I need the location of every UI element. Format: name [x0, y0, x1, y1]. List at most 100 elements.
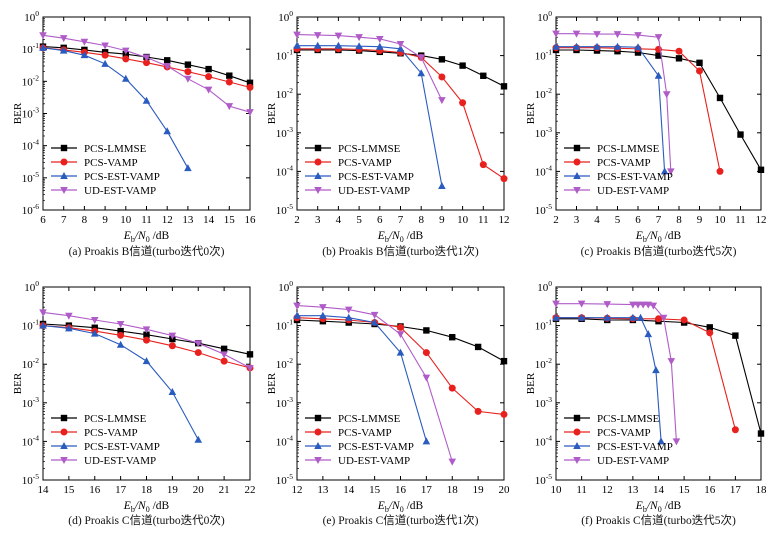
legend-label: PCS-EST-VAMP — [84, 441, 160, 453]
legend-label: PCS-VAMP — [338, 157, 392, 169]
data-point-pcs-est-vamp — [613, 42, 622, 50]
data-point-pcs-est-vamp — [168, 388, 177, 396]
data-point-ud-est-vamp — [168, 332, 177, 340]
legend-marker — [573, 442, 581, 449]
data-point-pcs-est-vamp — [376, 42, 384, 50]
y-axis-title: BER — [12, 102, 24, 124]
data-point-pcs-lmmse — [757, 430, 765, 437]
data-point-pcs-est-vamp — [370, 318, 379, 326]
legend-label: PCS-LMMSE — [597, 413, 660, 425]
legend-label: PCS-VAMP — [84, 157, 138, 169]
legend-label: PCS-LMMSE — [84, 413, 147, 425]
x-tick-label: 14 — [38, 484, 50, 496]
y-tick-label: 10-4 — [535, 163, 552, 178]
series-line-pcs-est-vamp — [42, 47, 189, 169]
data-point-pcs-est-vamp — [65, 324, 73, 332]
data-point-ud-est-vamp — [293, 31, 301, 39]
data-point-ud-est-vamp — [313, 32, 322, 40]
data-point-pcs-vamp — [500, 410, 508, 418]
series-line-pcs-est-vamp — [556, 317, 662, 442]
legend-marker — [573, 144, 581, 152]
x-tick-label: 4 — [594, 214, 600, 226]
data-point-pcs-lmmse — [737, 131, 744, 138]
data-point-pcs-est-vamp — [163, 127, 171, 135]
x-tick-label: 12 — [756, 214, 767, 226]
y-tick-label: 10-5 — [276, 202, 293, 217]
data-point-pcs-lmmse — [449, 334, 456, 341]
y-tick-label: 100 — [24, 279, 39, 294]
chart-panel-4: 14 15 16 17 18 19 20 21 2210-510-410-310-210-110… — [12, 279, 256, 514]
chart-caption: (c) Proakis B信道(turbo迭代5次) — [580, 246, 737, 258]
y-tick-label: 10-2 — [535, 356, 552, 371]
data-point-pcs-est-vamp — [552, 313, 560, 321]
data-point-ud-est-vamp — [654, 34, 663, 42]
data-point-ud-est-vamp — [639, 301, 647, 309]
y-tick-label: 100 — [278, 9, 293, 24]
data-point-pcs-lmmse — [732, 332, 739, 339]
data-point-ud-est-vamp — [116, 321, 125, 329]
chart-caption: (f) Proakis C信道(turbo迭代5次) — [581, 515, 736, 527]
legend-marker — [60, 144, 68, 152]
x-tick-label: 7 — [398, 214, 404, 226]
data-point-pcs-vamp — [184, 68, 192, 76]
legend-marker — [314, 158, 322, 166]
x-tick-label: 3 — [315, 214, 321, 226]
y-tick-label: 10-6 — [22, 202, 39, 217]
data-point-ud-est-vamp — [672, 438, 681, 446]
chart-caption: (b) Proakis B信道(turbo迭代1次) — [322, 246, 479, 258]
data-point-pcs-lmmse — [675, 55, 683, 62]
x-tick-label: 14 — [343, 484, 355, 496]
y-tick-label: 10-1 — [276, 318, 293, 333]
data-point-pcs-vamp — [459, 99, 467, 107]
x-tick-label: 19 — [167, 484, 179, 496]
series-line-pcs-vamp — [297, 48, 505, 180]
x-tick-label: 10 — [551, 484, 563, 496]
data-point-pcs-est-vamp — [438, 181, 446, 189]
data-point-ud-est-vamp — [344, 306, 353, 314]
y-tick-label: 10-2 — [535, 86, 552, 101]
data-point-pcs-lmmse — [634, 49, 642, 56]
data-point-ud-est-vamp — [572, 30, 581, 38]
chart-caption: (e) Proakis C信道(turbo迭代1次) — [322, 515, 479, 527]
legend-label: PCS-EST-VAMP — [338, 171, 414, 183]
data-point-pcs-lmmse — [474, 343, 482, 351]
data-point-ud-est-vamp — [142, 326, 151, 334]
data-point-pcs-vamp — [655, 315, 662, 323]
data-point-pcs-lmmse — [500, 83, 508, 90]
x-tick-label: 11 — [576, 484, 587, 496]
data-point-ud-est-vamp — [194, 340, 203, 348]
data-point-ud-est-vamp — [667, 358, 676, 366]
data-point-pcs-est-vamp — [293, 41, 301, 49]
x-tick-label: 8 — [82, 214, 88, 226]
legend-marker — [60, 457, 68, 464]
legend-label: UD-EST-VAMP — [84, 455, 156, 467]
x-tick-label: 9 — [102, 214, 108, 226]
chart-panel-3: 2 3 4 5 6 7 8 9 10 11 12 10-5 10-4 10-3 10-2 10-1 100 BER… — [525, 9, 767, 244]
x-tick-label: 18 — [756, 484, 768, 496]
data-point-pcs-est-vamp — [417, 69, 425, 77]
x-tick-label: 8 — [418, 214, 424, 226]
x-tick-label: 10 — [120, 214, 132, 226]
chart-panel-6: 10 11 12 13 14 15 16 17 1810-510-410-310-210-110… — [525, 279, 767, 514]
x-tick-label: 6 — [40, 214, 46, 226]
data-point-pcs-vamp — [716, 167, 724, 175]
legend-label: PCS-VAMP — [597, 157, 651, 169]
data-point-pcs-lmmse — [246, 351, 254, 358]
data-point-ud-est-vamp — [65, 312, 73, 320]
legend-marker — [60, 442, 68, 449]
data-point-pcs-est-vamp — [629, 313, 637, 321]
x-axis-title: Eb/N0 /dB — [123, 500, 170, 514]
data-point-ud-est-vamp — [80, 38, 89, 46]
data-point-ud-est-vamp — [396, 40, 405, 48]
x-tick-label: 11 — [478, 214, 489, 226]
x-tick-label: 20 — [499, 484, 511, 496]
legend-label: PCS-VAMP — [338, 427, 392, 439]
legend-marker — [60, 187, 68, 194]
y-tick-label: 10-1 — [22, 318, 39, 333]
legend-marker — [60, 158, 68, 166]
chart-panel-2: 2 3 4 5 6 7 8 9 10 11 12 10-5 10-4 10-3 10-2 10-1 100 BER… — [266, 9, 510, 244]
data-point-pcs-est-vamp — [552, 42, 560, 50]
data-point-ud-est-vamp — [163, 62, 171, 70]
y-axis-title: BER — [525, 372, 537, 394]
data-point-pcs-est-vamp — [644, 330, 653, 338]
